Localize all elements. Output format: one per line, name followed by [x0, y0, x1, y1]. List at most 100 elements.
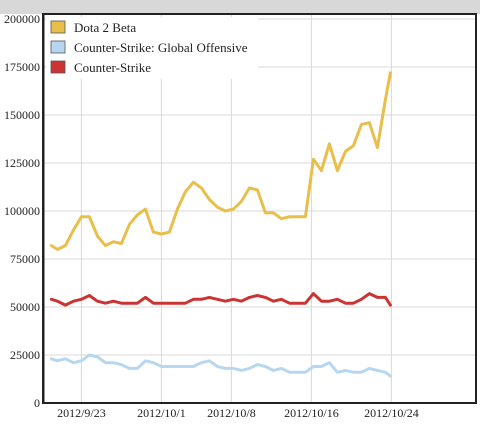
- data-point[interactable]: [112, 362, 114, 364]
- data-point[interactable]: [152, 362, 154, 364]
- data-point[interactable]: [72, 300, 74, 302]
- data-point[interactable]: [264, 212, 266, 214]
- data-point[interactable]: [272, 369, 274, 371]
- data-point[interactable]: [120, 302, 122, 304]
- data-point[interactable]: [360, 298, 362, 300]
- data-point[interactable]: [320, 170, 322, 172]
- data-point[interactable]: [280, 218, 282, 220]
- data-point[interactable]: [264, 296, 266, 298]
- data-point[interactable]: [248, 367, 250, 369]
- data-point[interactable]: [312, 293, 314, 295]
- data-point[interactable]: [104, 362, 106, 364]
- data-point[interactable]: [104, 245, 106, 247]
- data-point[interactable]: [88, 216, 90, 218]
- data-point[interactable]: [200, 187, 202, 189]
- data-point[interactable]: [328, 300, 330, 302]
- data-point[interactable]: [224, 300, 226, 302]
- data-point[interactable]: [192, 181, 194, 183]
- data-point[interactable]: [184, 302, 186, 304]
- data-point[interactable]: [144, 208, 146, 210]
- data-point[interactable]: [384, 296, 386, 298]
- data-point[interactable]: [344, 369, 346, 371]
- data-point[interactable]: [136, 302, 138, 304]
- data-point[interactable]: [384, 99, 386, 101]
- data-point[interactable]: [224, 210, 226, 212]
- data-point[interactable]: [248, 296, 250, 298]
- data-point[interactable]: [128, 367, 130, 369]
- data-point[interactable]: [208, 296, 210, 298]
- data-point[interactable]: [216, 365, 218, 368]
- data-point[interactable]: [80, 216, 82, 218]
- data-point[interactable]: [192, 365, 194, 368]
- data-point[interactable]: [88, 294, 90, 297]
- data-point[interactable]: [128, 223, 130, 225]
- data-point[interactable]: [192, 298, 194, 300]
- data-point[interactable]: [328, 362, 330, 364]
- data-point[interactable]: [312, 158, 314, 160]
- data-point[interactable]: [328, 143, 330, 145]
- data-point[interactable]: [80, 298, 82, 300]
- data-point[interactable]: [256, 189, 258, 191]
- data-point[interactable]: [240, 200, 242, 202]
- data-point[interactable]: [56, 248, 59, 250]
- data-point[interactable]: [168, 302, 170, 304]
- data-point[interactable]: [168, 365, 170, 368]
- data-point[interactable]: [208, 198, 210, 201]
- data-point[interactable]: [112, 300, 114, 302]
- data-point[interactable]: [240, 369, 242, 371]
- legend-item[interactable]: Dota 2 Beta: [50, 20, 136, 35]
- data-point[interactable]: [128, 302, 130, 304]
- data-point[interactable]: [144, 296, 146, 298]
- data-point[interactable]: [160, 233, 162, 235]
- data-point[interactable]: [152, 231, 154, 233]
- data-point[interactable]: [120, 364, 122, 366]
- data-point[interactable]: [64, 304, 66, 306]
- data-point[interactable]: [56, 300, 59, 302]
- data-point[interactable]: [96, 300, 98, 302]
- data-point[interactable]: [176, 208, 178, 210]
- data-point[interactable]: [304, 216, 306, 218]
- data-point[interactable]: [136, 214, 138, 216]
- data-point[interactable]: [50, 298, 53, 300]
- data-point[interactable]: [88, 354, 90, 356]
- data-point[interactable]: [368, 367, 370, 369]
- data-point[interactable]: [224, 367, 226, 369]
- data-point[interactable]: [184, 365, 186, 368]
- data-point[interactable]: [304, 371, 306, 373]
- data-point[interactable]: [160, 365, 162, 368]
- data-point[interactable]: [80, 360, 82, 362]
- data-point[interactable]: [376, 296, 378, 298]
- data-point[interactable]: [288, 216, 290, 218]
- data-point[interactable]: [288, 371, 290, 373]
- data-point[interactable]: [296, 216, 298, 218]
- data-point[interactable]: [376, 147, 378, 149]
- data-point[interactable]: [184, 191, 186, 193]
- data-point[interactable]: [389, 375, 391, 377]
- data-point[interactable]: [64, 245, 66, 247]
- data-point[interactable]: [256, 294, 258, 297]
- data-point[interactable]: [352, 371, 354, 373]
- data-point[interactable]: [344, 150, 346, 153]
- data-point[interactable]: [272, 212, 274, 214]
- data-point[interactable]: [112, 241, 114, 243]
- data-point[interactable]: [104, 302, 106, 304]
- data-point[interactable]: [272, 300, 274, 302]
- data-point[interactable]: [352, 145, 354, 147]
- data-point[interactable]: [144, 360, 146, 362]
- data-point[interactable]: [160, 302, 162, 304]
- data-point[interactable]: [216, 298, 218, 300]
- data-point[interactable]: [200, 298, 202, 300]
- data-point[interactable]: [280, 367, 282, 369]
- data-point[interactable]: [312, 365, 314, 368]
- data-point[interactable]: [376, 369, 378, 371]
- data-point[interactable]: [136, 367, 138, 369]
- data-point[interactable]: [96, 356, 98, 358]
- data-point[interactable]: [64, 358, 66, 360]
- data-point[interactable]: [120, 243, 122, 245]
- data-point[interactable]: [232, 208, 234, 210]
- data-point[interactable]: [344, 302, 346, 304]
- data-point[interactable]: [216, 206, 218, 208]
- data-point[interactable]: [232, 367, 234, 369]
- data-point[interactable]: [296, 371, 298, 373]
- data-point[interactable]: [352, 302, 354, 304]
